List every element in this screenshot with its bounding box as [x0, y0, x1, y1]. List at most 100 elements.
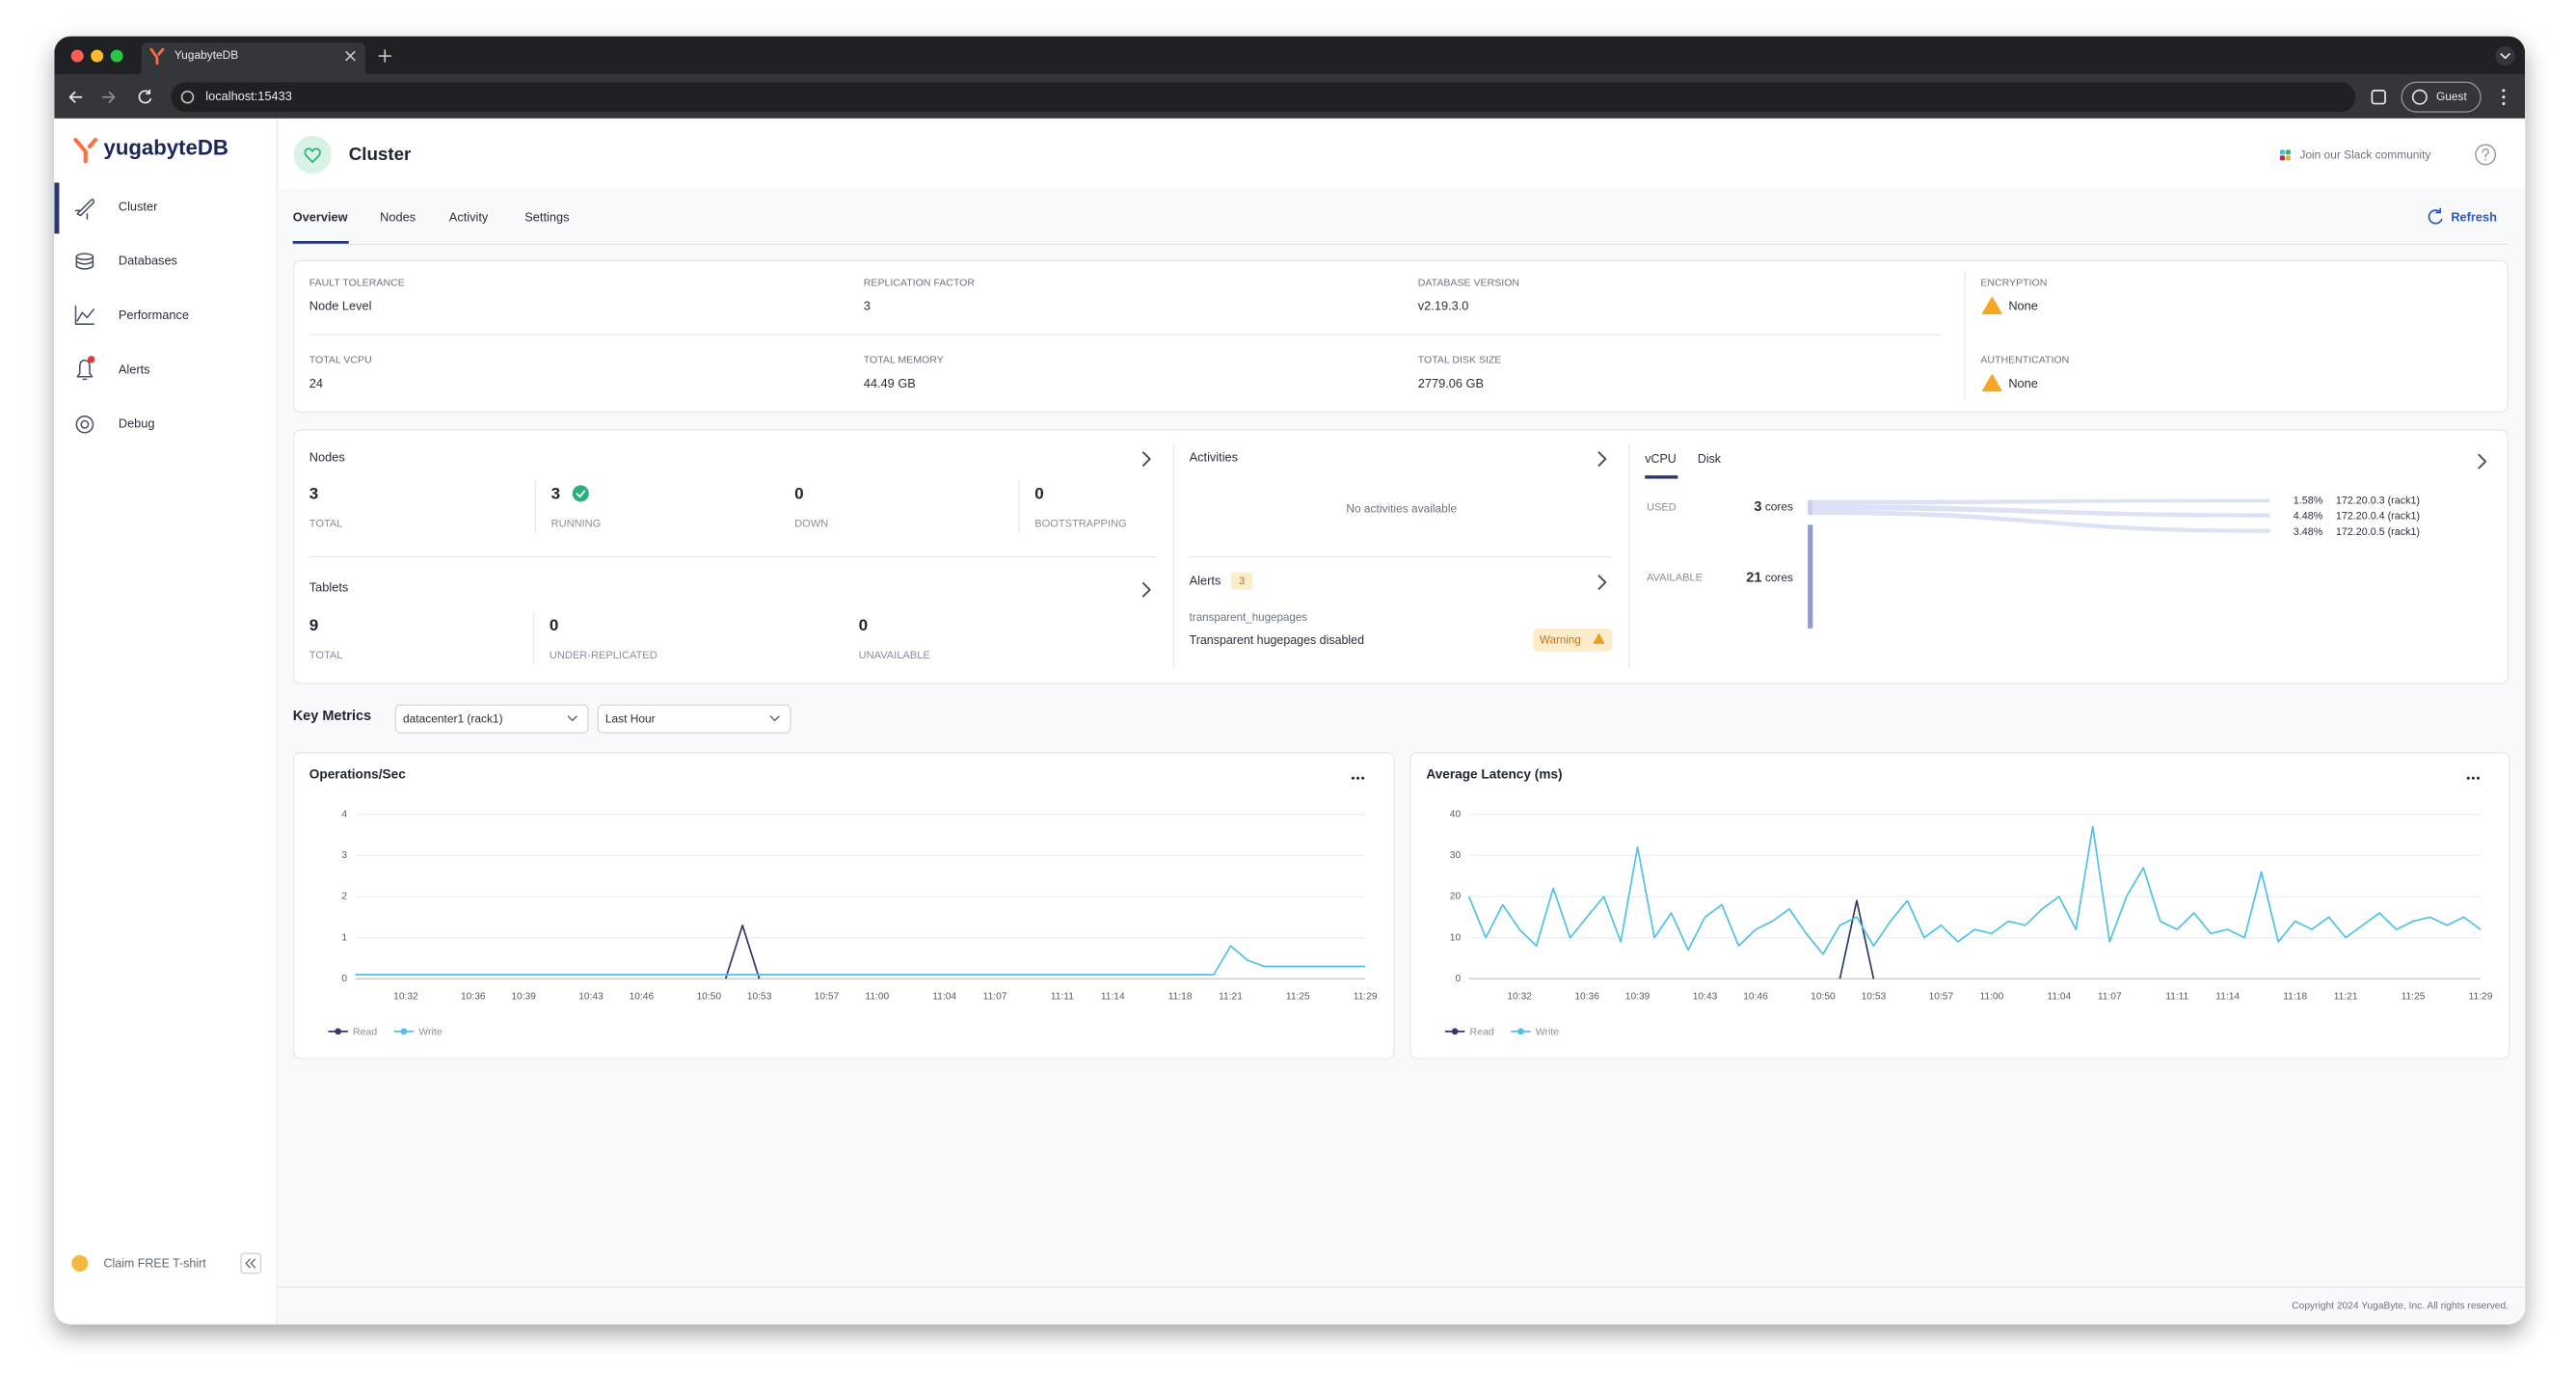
- stat-label: DOWN: [794, 518, 828, 529]
- refresh-icon[interactable]: [2428, 207, 2443, 225]
- profile-button[interactable]: [2401, 81, 2482, 113]
- nav-item[interactable]: Alerts: [119, 362, 150, 376]
- active-tab[interactable]: [134, 42, 372, 76]
- nav-item[interactable]: Databases: [119, 254, 177, 268]
- window-content: YugabyteDB localhost:15433 Guest yugabyteDB…: [54, 36, 2526, 1325]
- range-select[interactable]: [597, 704, 792, 734]
- resource-flow: [1812, 510, 2270, 533]
- nav-item[interactable]: Performance: [119, 308, 189, 322]
- summary-label: TOTAL MEMORY: [864, 355, 944, 366]
- section-title[interactable]: Nodes: [309, 450, 345, 465]
- tablets-link[interactable]: [1141, 581, 1151, 598]
- new-tab[interactable]: [378, 49, 392, 63]
- x-tick-label: 11:04: [932, 992, 956, 1003]
- profile-name[interactable]: Guest: [2436, 90, 2468, 103]
- y-tick-label: 3: [341, 850, 347, 861]
- x-tick-label: 11:11: [1051, 992, 1074, 1003]
- resource-tab[interactable]: Disk: [1698, 452, 1722, 466]
- help-button[interactable]: [2475, 144, 2497, 166]
- legend-label[interactable]: Read: [1470, 1027, 1494, 1038]
- x-tick-label: 11:11: [2165, 992, 2188, 1003]
- series-line: [724, 924, 761, 979]
- address-bar[interactable]: [171, 82, 2356, 113]
- slack-icon-part: [2279, 149, 2285, 155]
- x-tick-label: 11:00: [1979, 992, 2003, 1003]
- stat-value: 0: [794, 484, 803, 502]
- chart-menu-dot[interactable]: [1351, 776, 1355, 780]
- x-tick-label: 11:07: [983, 992, 1007, 1003]
- tab-menu-chevron: [2500, 53, 2510, 60]
- cluster-icon: [74, 199, 95, 220]
- node-name: 172.20.0.4 (rack1): [2336, 511, 2420, 523]
- legend-label[interactable]: Write: [418, 1027, 443, 1038]
- tab-close[interactable]: [345, 50, 356, 62]
- copyright: Copyright 2024 YugaByte, Inc. All rights…: [2292, 1301, 2509, 1312]
- nodes-link[interactable]: [1141, 451, 1151, 467]
- site-info[interactable]: [180, 90, 195, 104]
- region-select[interactable]: [394, 704, 589, 734]
- menu-dot[interactable]: [2502, 95, 2506, 99]
- chart-menu-dot[interactable]: [1361, 776, 1365, 780]
- tab-title[interactable]: YugabyteDB: [174, 48, 238, 62]
- legend-label[interactable]: Write: [1536, 1027, 1560, 1038]
- x-tick-label: 11:14: [2215, 992, 2240, 1003]
- back[interactable]: [68, 91, 83, 103]
- warning-icon: [1982, 297, 2002, 314]
- section-title[interactable]: Activities: [1190, 450, 1238, 465]
- header: [278, 118, 2526, 190]
- tab[interactable]: Activity: [449, 210, 489, 225]
- promo-link[interactable]: Claim FREE T-shirt: [103, 1257, 206, 1271]
- resource-tab-underline: [1645, 475, 1678, 479]
- refresh-button[interactable]: Refresh: [2451, 210, 2497, 225]
- minimize-light: [91, 49, 104, 63]
- chart-menu-dot[interactable]: [2466, 776, 2470, 780]
- nav-item[interactable]: Cluster: [119, 199, 158, 213]
- y-tick-label: 40: [1450, 809, 1462, 819]
- stat-label: RUNNING: [551, 518, 602, 529]
- x-tick-label: 11:29: [2469, 992, 2493, 1003]
- side-panel-button[interactable]: [2371, 90, 2386, 105]
- nav-item[interactable]: Debug: [119, 416, 155, 431]
- chart-menu-dot[interactable]: [2471, 776, 2475, 780]
- summary-label: AUTHENTICATION: [1980, 355, 2069, 366]
- alerts-link[interactable]: [1597, 575, 1607, 590]
- tab[interactable]: Nodes: [380, 210, 416, 225]
- resource-tab[interactable]: vCPU: [1645, 452, 1676, 466]
- tab[interactable]: Overview: [293, 210, 348, 225]
- community-link[interactable]: Join our Slack community: [2299, 148, 2430, 161]
- x-tick-label: 10:53: [747, 992, 772, 1003]
- summary-value: 44.49 GB: [864, 376, 916, 390]
- stat-label: TOTAL: [309, 650, 343, 661]
- x-tick-label: 11:07: [2098, 992, 2122, 1003]
- x-tick-label: 11:04: [2047, 992, 2071, 1003]
- forward[interactable]: [101, 91, 116, 103]
- section-title[interactable]: Tablets: [309, 579, 349, 594]
- y-tick-label: 4: [341, 809, 347, 819]
- reload[interactable]: [138, 89, 152, 104]
- activities-link[interactable]: [1597, 451, 1607, 467]
- x-tick-label: 11:21: [2334, 992, 2358, 1003]
- zoom-light: [110, 49, 123, 63]
- menu-dot[interactable]: [2502, 89, 2506, 93]
- chart-menu-dot[interactable]: [2476, 776, 2481, 780]
- y-tick-label: 2: [341, 892, 347, 902]
- resources-link[interactable]: [2478, 453, 2487, 469]
- url[interactable]: localhost:15433: [205, 89, 292, 103]
- tab-menu[interactable]: [2495, 45, 2515, 67]
- empty-state: No activities available: [1346, 501, 1457, 515]
- tab[interactable]: Settings: [524, 210, 569, 225]
- resource-unit: cores: [1765, 500, 1793, 514]
- node-share: 1.58%: [2294, 495, 2323, 506]
- menu-dot[interactable]: [2502, 102, 2506, 106]
- chart-menu-dot[interactable]: [1355, 776, 1360, 780]
- debug-icon-ring: [75, 415, 94, 434]
- select-arrow: [567, 715, 577, 722]
- alert-count-badge: [1231, 572, 1253, 590]
- section-title[interactable]: Alerts: [1190, 574, 1221, 588]
- severity: Warning: [1540, 634, 1581, 647]
- resource-label: USED: [1647, 501, 1677, 513]
- slack-icon-part: [2285, 155, 2291, 161]
- x-tick-label: 11:25: [2402, 992, 2426, 1003]
- legend-label[interactable]: Read: [353, 1027, 377, 1038]
